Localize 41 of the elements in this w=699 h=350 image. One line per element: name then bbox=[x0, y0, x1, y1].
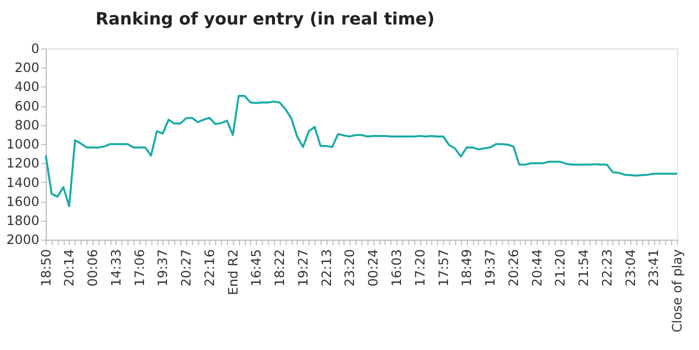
y-tick-label: 1000 bbox=[6, 138, 40, 153]
y-tick-label: 1800 bbox=[6, 214, 40, 230]
x-tick-label: Close of play bbox=[670, 248, 686, 332]
x-tick-label: 18:49 bbox=[460, 249, 476, 286]
x-tick-label: 20:44 bbox=[530, 249, 546, 286]
y-tick-label: 1200 bbox=[6, 156, 40, 172]
y-tick-label: 2000 bbox=[6, 233, 40, 248]
x-tick-label: 23:41 bbox=[647, 249, 662, 286]
x-tick-label: 17:57 bbox=[436, 249, 452, 286]
chart-title: Ranking of your entry (in real time) bbox=[96, 8, 435, 29]
x-tick-label: 20:26 bbox=[506, 249, 522, 286]
x-tick-label: 18:22 bbox=[273, 249, 288, 286]
x-tick-label: 00:24 bbox=[366, 249, 382, 286]
x-tick-label: 19:27 bbox=[296, 249, 312, 286]
x-tick-label: 22:16 bbox=[202, 249, 218, 286]
x-tick-label: 18:50 bbox=[39, 249, 54, 286]
x-tick-label: 19:37 bbox=[156, 249, 172, 286]
y-tick-label: 1600 bbox=[6, 194, 40, 210]
line-series bbox=[44, 94, 678, 208]
x-tick-label: 21:20 bbox=[554, 249, 569, 286]
x-tick-label: 19:37 bbox=[484, 249, 499, 286]
x-tick-label: 20:27 bbox=[180, 249, 195, 286]
x-tick-label: 23:04 bbox=[624, 249, 639, 286]
x-tick-label: 21:54 bbox=[577, 249, 592, 286]
x-tick-label: 22:23 bbox=[600, 249, 616, 286]
x-tick-label: 23:20 bbox=[343, 249, 358, 286]
x-tick-label: 14:33 bbox=[109, 249, 124, 286]
x-tick-label: 22:13 bbox=[320, 249, 335, 286]
x-tick-label: 17:06 bbox=[132, 249, 148, 286]
x-tick-label: 00:06 bbox=[86, 249, 102, 286]
x-tick-label: 20:14 bbox=[62, 249, 78, 286]
x-tick-label: 16:03 bbox=[390, 249, 405, 286]
x-tick-label: End R2 bbox=[226, 249, 242, 296]
y-tick-label: 800 bbox=[14, 118, 40, 134]
x-tick-label: 16:45 bbox=[250, 249, 265, 286]
y-tick-label: 200 bbox=[14, 61, 40, 76]
y-tick-label: 600 bbox=[14, 99, 40, 114]
y-tick-label: 400 bbox=[14, 80, 40, 96]
x-tick-label: 17:20 bbox=[413, 249, 428, 286]
y-tick-label: 1400 bbox=[6, 176, 40, 191]
y-tick-label: 0 bbox=[31, 42, 40, 57]
